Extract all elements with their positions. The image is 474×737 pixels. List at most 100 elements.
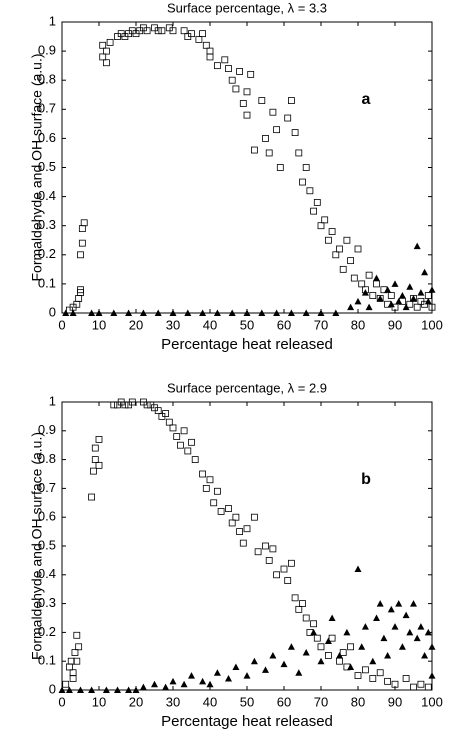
y-tick-label: 0.6 xyxy=(38,509,56,524)
triangle-point xyxy=(421,651,429,659)
square-point xyxy=(336,245,343,253)
square-point xyxy=(284,114,292,122)
x-tick-label: 50 xyxy=(240,694,254,709)
square-point xyxy=(228,76,236,84)
square-point xyxy=(350,274,358,282)
x-tick-label: 100 xyxy=(421,317,443,332)
square-point xyxy=(321,216,329,224)
triangle-point xyxy=(213,309,221,316)
square-point xyxy=(339,265,347,273)
triangle-point xyxy=(428,286,436,293)
triangle-point xyxy=(302,649,310,656)
square-point xyxy=(302,164,310,171)
square-point xyxy=(424,683,432,691)
square-point xyxy=(332,251,340,259)
square-point xyxy=(284,577,292,584)
y-tick-label: 0.8 xyxy=(38,72,56,87)
square-point xyxy=(91,456,99,464)
square-point xyxy=(99,41,107,49)
square-point xyxy=(228,519,236,527)
y-tick-label: 0.1 xyxy=(38,275,56,290)
square-point xyxy=(343,236,351,244)
triangle-point xyxy=(132,686,140,693)
x-tick-label: 60 xyxy=(277,317,291,332)
x-tick-label: 90 xyxy=(388,694,402,709)
square-point xyxy=(69,675,77,682)
triangle-point xyxy=(58,686,66,693)
x-tick-label: 80 xyxy=(351,694,365,709)
square-point xyxy=(365,271,373,279)
square-point xyxy=(384,677,392,685)
x-tick-label: 60 xyxy=(277,694,291,709)
square-point xyxy=(428,303,436,311)
triangle-point xyxy=(125,686,133,693)
square-point xyxy=(295,149,303,157)
x-tick-label: 70 xyxy=(314,694,328,709)
y-tick-label: 0.5 xyxy=(38,159,56,174)
square-point xyxy=(75,643,83,651)
square-point xyxy=(75,295,83,302)
triangle-point xyxy=(114,686,121,693)
triangle-point xyxy=(110,309,118,316)
square-point xyxy=(247,70,255,78)
triangle-point xyxy=(280,660,288,668)
x-tick-label: 30 xyxy=(166,694,180,709)
y-tick-label: 0.8 xyxy=(38,451,56,466)
square-point xyxy=(376,669,384,677)
square-point xyxy=(199,30,207,38)
triangle-point xyxy=(243,309,251,316)
square-point xyxy=(243,88,251,96)
triangle-point xyxy=(154,309,162,316)
plot-frame xyxy=(61,401,433,691)
square-point xyxy=(302,614,310,622)
triangle-point xyxy=(343,628,351,636)
triangle-point xyxy=(125,309,133,316)
square-point xyxy=(199,470,207,478)
square-point xyxy=(347,257,355,265)
y-tick-label: 0.3 xyxy=(38,217,56,232)
triangle-point xyxy=(398,643,406,650)
square-point xyxy=(206,47,214,55)
square-point xyxy=(354,672,362,679)
square-point xyxy=(265,149,273,157)
square-point xyxy=(191,456,199,464)
x-axis-label: Percentage heat released xyxy=(161,336,333,353)
triangle-point xyxy=(317,309,325,316)
triangle-point xyxy=(406,283,414,290)
triangle-point xyxy=(413,242,421,250)
square-point xyxy=(128,398,136,406)
y-tick-label: 0.4 xyxy=(38,566,56,581)
square-point xyxy=(158,27,166,35)
triangle-point xyxy=(273,309,281,316)
triangle-point xyxy=(376,294,384,302)
triangle-point xyxy=(417,623,425,630)
square-point xyxy=(154,27,162,35)
y-tick-label: 0.2 xyxy=(38,624,56,639)
triangle-point xyxy=(380,634,388,642)
y-tick-label: 0.2 xyxy=(38,246,56,261)
square-point xyxy=(225,65,232,72)
panel-annotation: b xyxy=(361,471,371,488)
square-point xyxy=(225,505,232,512)
square-point xyxy=(265,557,273,564)
square-point xyxy=(106,38,114,46)
triangle-point xyxy=(324,637,332,645)
plot-frame xyxy=(61,21,433,314)
triangle-point xyxy=(336,651,343,659)
square-point xyxy=(213,487,221,495)
square-point xyxy=(110,401,118,409)
square-point xyxy=(77,289,84,297)
triangle-point xyxy=(88,686,96,693)
triangle-point xyxy=(199,309,207,316)
x-axis-label: Percentage heat released xyxy=(161,713,333,730)
square-point xyxy=(184,447,192,455)
square-point xyxy=(73,657,81,665)
x-tick-label: 100 xyxy=(421,694,443,709)
square-point xyxy=(291,594,299,602)
y-tick-label: 0.6 xyxy=(38,130,56,145)
y-tick-label: 0.4 xyxy=(38,188,56,203)
triangle-point xyxy=(384,286,392,293)
triangle-point xyxy=(376,600,384,607)
triangle-point xyxy=(139,683,147,691)
triangle-point xyxy=(395,600,403,607)
